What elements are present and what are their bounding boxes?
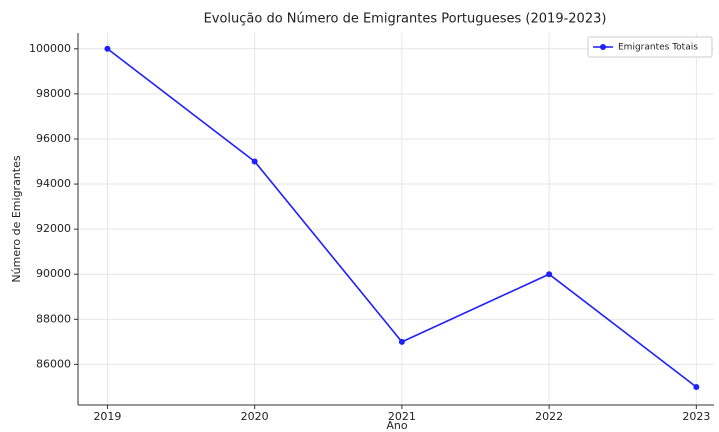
legend-label: Emigrantes Totais (618, 43, 698, 53)
y-tick-label: 86000 (36, 357, 71, 370)
x-tick-label: 2023 (682, 410, 710, 423)
y-axis-label: Número de Emigrantes (10, 155, 23, 282)
x-tick-label: 2021 (388, 410, 416, 423)
chart-title: Evolução do Número de Emigrantes Portugu… (204, 12, 607, 27)
legend-box (587, 36, 713, 58)
x-tick-label: 2019 (93, 410, 121, 423)
point (398, 338, 405, 345)
y-tick-label: 98000 (36, 87, 71, 100)
y-tick-label: 88000 (36, 312, 71, 325)
point (251, 158, 258, 165)
y-tick-label: 94000 (36, 177, 71, 190)
y-tick-label: 90000 (36, 267, 71, 280)
x-tick-label: 2022 (535, 410, 563, 423)
x-axis-label: Ano (386, 419, 407, 432)
point (693, 383, 700, 390)
y-tick-label: 96000 (36, 132, 71, 145)
x-tick-label: 2020 (241, 410, 269, 423)
y-tick-label: 92000 (36, 222, 71, 235)
y-tick-label: 100000 (29, 42, 71, 55)
point (104, 45, 111, 52)
point (546, 271, 553, 278)
legend-marker (600, 44, 606, 50)
